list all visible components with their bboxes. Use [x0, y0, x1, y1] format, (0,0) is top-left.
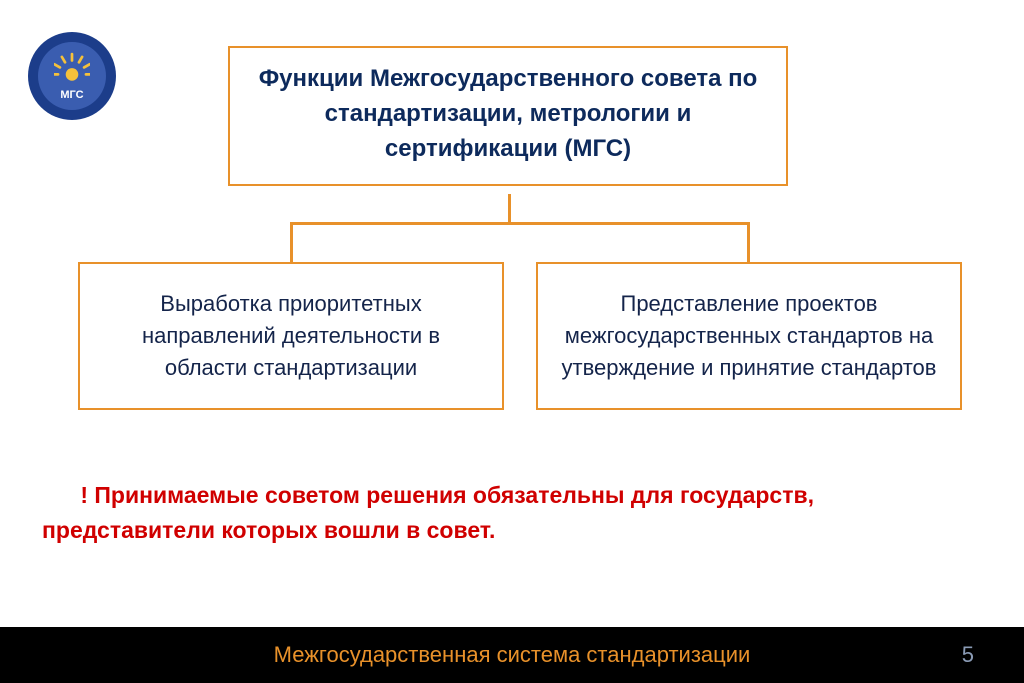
footer-title: Межгосударственная система стандартизаци…: [274, 642, 751, 668]
connector-horizontal: [290, 222, 750, 225]
child-box-right: Представление проектов межгосударственны…: [536, 262, 962, 410]
page-number: 5: [962, 642, 974, 668]
connector-right-vertical: [747, 222, 750, 262]
sun-icon: [54, 51, 90, 87]
child-box-left: Выработка приоритетных направлений деяте…: [78, 262, 504, 410]
logo: МГС: [28, 32, 116, 120]
note-exclamation: !: [80, 482, 88, 508]
note: ! Принимаемые советом решения обязательн…: [42, 478, 982, 547]
footer-bar: Межгосударственная система стандартизаци…: [0, 627, 1024, 683]
logo-outer-circle: МГС: [28, 32, 116, 120]
logo-inner-circle: МГС: [38, 42, 106, 110]
connector-main-vertical: [508, 194, 511, 222]
root-box: Функции Межгосударственного совета по ст…: [228, 46, 788, 186]
logo-label: МГС: [60, 89, 83, 101]
note-text: Принимаемые советом решения обязательны …: [42, 482, 814, 543]
connector-left-vertical: [290, 222, 293, 262]
